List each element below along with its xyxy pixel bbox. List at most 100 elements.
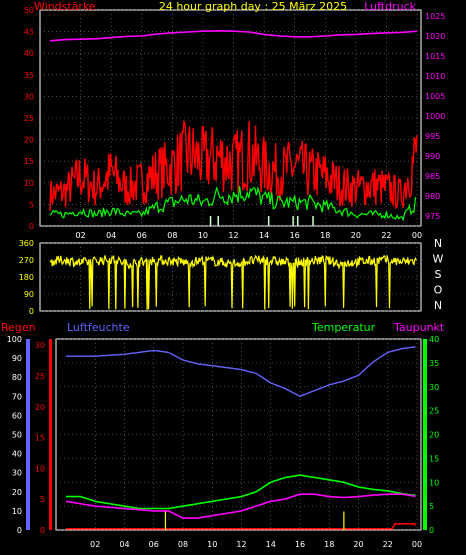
compass-label: N xyxy=(434,237,442,250)
temperatur-label: Temperatur xyxy=(311,321,376,334)
rain-tick-label: 20 xyxy=(35,403,45,412)
right-tick-label: 990 xyxy=(425,152,440,161)
humidity-tick-label: 70 xyxy=(12,392,22,401)
compass-label: W xyxy=(433,253,444,266)
x-tick-label: 06 xyxy=(149,540,159,549)
humidity-tick-label: 80 xyxy=(12,373,22,382)
left-tick-label: 10 xyxy=(24,179,34,188)
series-temperature xyxy=(66,474,416,510)
temperature-tick-label: 0 xyxy=(429,526,434,535)
left-tick-label: 360 xyxy=(19,239,34,248)
panel-temperature-humidity: 0 10 20 30 40 50 60 70 80 90 100 0 5 10 15 20 25 30 0 5 10… xyxy=(1,321,445,549)
left-tick-label: 180 xyxy=(19,273,34,282)
x-tick-label: 16 xyxy=(295,540,305,549)
series-group xyxy=(49,29,418,226)
x-tick-label: 04 xyxy=(119,540,129,549)
x-tick-label: 06 xyxy=(137,231,147,240)
humidity-tick-label: 60 xyxy=(12,411,22,420)
compass-label: N xyxy=(434,299,442,312)
luftfeuchte-label: Luftfeuchte xyxy=(67,321,130,334)
right-tick-label: 1000 xyxy=(425,112,445,121)
left-tick-label: 5 xyxy=(29,200,34,209)
right-tick-label: 980 xyxy=(425,192,440,201)
x-tick-label: 00 xyxy=(412,231,422,240)
right-tick-label: 1005 xyxy=(425,92,445,101)
series-humidity xyxy=(66,346,416,398)
left-tick-label: 15 xyxy=(24,157,34,166)
right-tick-label: 985 xyxy=(425,172,440,181)
x-tick-label: 22 xyxy=(381,231,391,240)
left-tick-label: 40 xyxy=(24,49,34,58)
temperature-tick-label: 15 xyxy=(429,454,439,463)
grid xyxy=(56,338,421,531)
x-tick-label: 02 xyxy=(75,231,85,240)
right-tick-label: 975 xyxy=(425,212,440,221)
x-tick-label: 14 xyxy=(266,540,276,549)
series-gust xyxy=(49,119,418,211)
temperature-axis-bar xyxy=(423,339,427,530)
left-tick-label: 25 xyxy=(24,114,34,123)
x-tick-label: 14 xyxy=(259,231,269,240)
left-axis-ticks: 0 90 180 270 360 xyxy=(19,239,34,316)
humidity-tick-label: 10 xyxy=(12,507,22,516)
right-axis-title: Luftdruck xyxy=(364,0,416,13)
plot-frame xyxy=(39,242,422,312)
chart-title: 24 hour graph day : 25 März 2025 xyxy=(159,0,347,13)
humidity-tick-label: 90 xyxy=(12,354,22,363)
x-tick-label: 10 xyxy=(207,540,217,549)
x-tick-label: 12 xyxy=(228,231,238,240)
temperature-tick-label: 35 xyxy=(429,359,439,368)
temperature-axis-ticks: 0 5 10 15 20 25 30 35 40 xyxy=(429,335,439,535)
rain-tick-label: 30 xyxy=(35,341,45,350)
left-tick-label: 35 xyxy=(24,71,34,80)
humidity-axis-ticks: 0 10 20 30 40 50 60 70 80 90 100 xyxy=(7,335,22,535)
temperature-tick-label: 20 xyxy=(429,431,439,440)
x-tick-label: 20 xyxy=(353,540,363,549)
compass-label: O xyxy=(434,284,443,297)
left-tick-label: 30 xyxy=(24,92,34,101)
right-tick-label: 1015 xyxy=(425,52,445,61)
series-wind xyxy=(49,185,417,222)
left-tick-label: 270 xyxy=(19,256,34,265)
right-axis-ticks: 975 980 985 990 995 1000 1005 1010 1015 1020 1025 xyxy=(425,12,445,221)
x-tick-label: 04 xyxy=(106,231,116,240)
humidity-tick-label: 100 xyxy=(7,335,22,344)
x-tick-label: 22 xyxy=(383,540,393,549)
rain-tick-label: 15 xyxy=(35,434,45,443)
left-axis-ticks: 0 5 10 15 20 25 30 35 40 45 50 xyxy=(24,6,34,231)
rain-tick-label: 0 xyxy=(40,526,45,535)
x-tick-label: 08 xyxy=(178,540,188,549)
left-tick-label: 0 xyxy=(29,307,34,316)
humidity-tick-label: 20 xyxy=(12,488,22,497)
x-tick-label: 10 xyxy=(198,231,208,240)
temperature-tick-label: 5 xyxy=(429,502,434,511)
x-axis-ticks: 02 04 06 08 10 12 14 16 18 20 22 00 xyxy=(75,231,422,240)
humidity-tick-label: 50 xyxy=(12,431,22,440)
series-pressure xyxy=(49,29,418,42)
left-tick-label: 45 xyxy=(24,28,34,37)
series-group xyxy=(65,346,417,530)
right-tick-label: 1020 xyxy=(425,32,445,41)
x-tick-label: 12 xyxy=(236,540,246,549)
x-tick-label: 02 xyxy=(90,540,100,549)
x-tick-label: 16 xyxy=(290,231,300,240)
left-axis-title: Windstärke xyxy=(34,0,96,13)
series-dewpoint xyxy=(65,493,416,519)
right-tick-label: 995 xyxy=(425,132,440,141)
taupunkt-label: Taupunkt xyxy=(393,321,445,334)
humidity-axis-bar xyxy=(26,339,30,530)
left-tick-label: 50 xyxy=(24,6,34,15)
temperature-tick-label: 10 xyxy=(429,478,439,487)
rain-tick-label: 5 xyxy=(40,495,45,504)
humidity-tick-label: 40 xyxy=(12,450,22,459)
humidity-tick-label: 0 xyxy=(17,526,22,535)
series-rain xyxy=(66,522,417,530)
temperature-tick-label: 25 xyxy=(429,407,439,416)
left-tick-label: 0 xyxy=(29,222,34,231)
right-tick-label: 1010 xyxy=(425,72,445,81)
humidity-tick-label: 30 xyxy=(12,469,22,478)
x-tick-label: 18 xyxy=(320,231,330,240)
